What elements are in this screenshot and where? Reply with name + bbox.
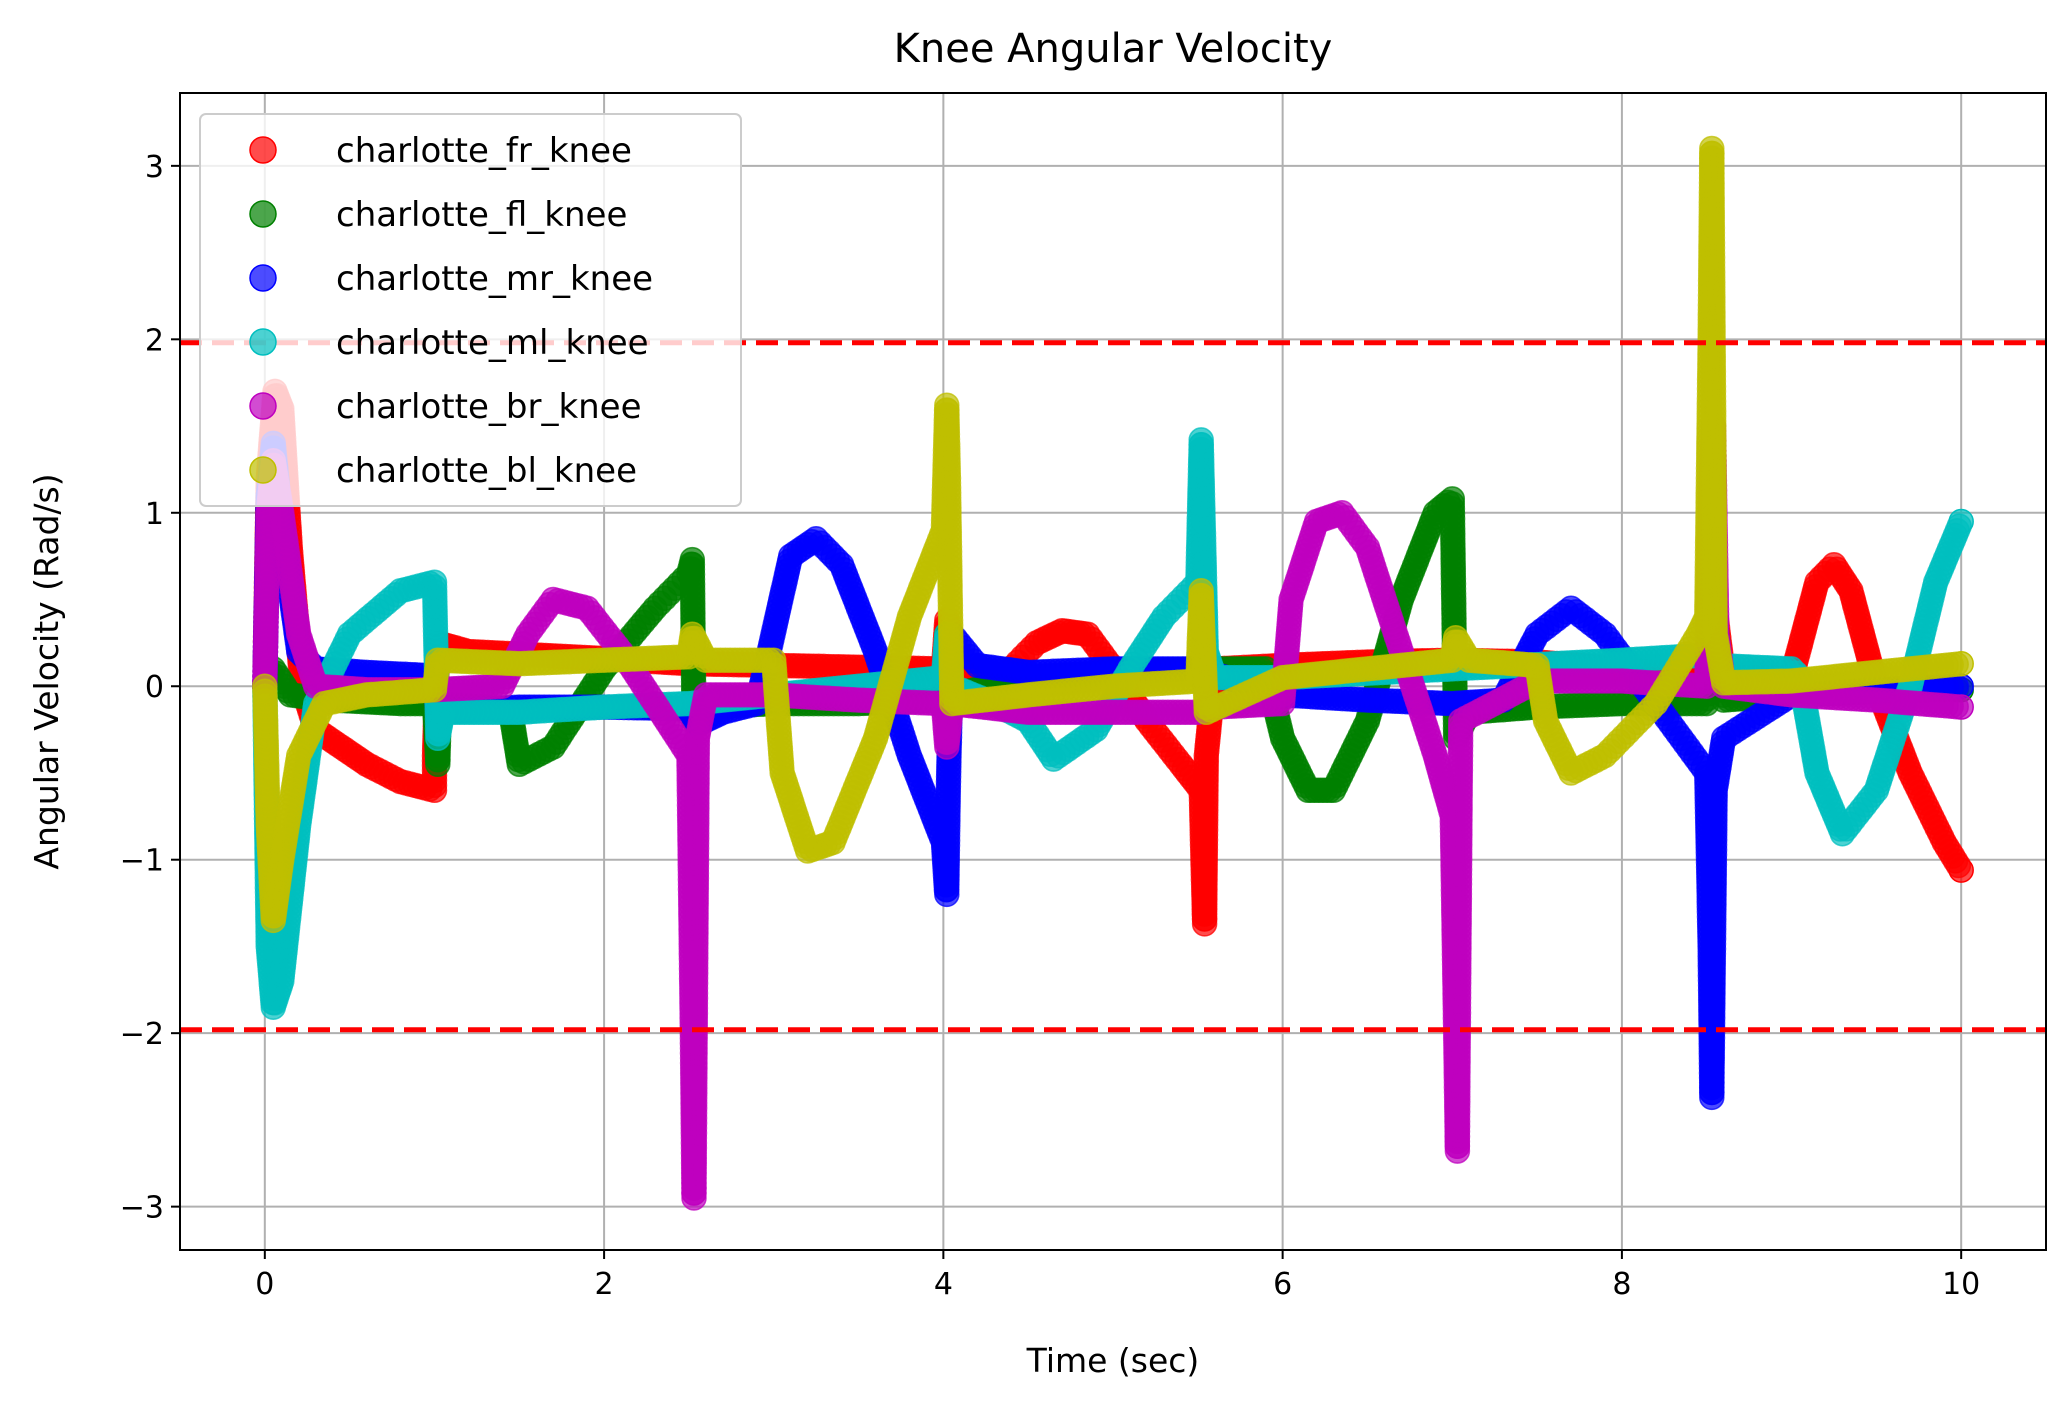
x-tick-label: 2 xyxy=(595,1267,614,1302)
y-tick-label: −3 xyxy=(120,1191,164,1226)
legend-label: charlotte_bl_knee xyxy=(336,451,637,491)
data-point xyxy=(1948,857,1974,883)
plot-area xyxy=(252,135,1974,1211)
y-axis-label: Angular Velocity (Rad/s) xyxy=(27,473,66,869)
series-charlotte_bl_knee xyxy=(252,135,1974,934)
x-tick-label: 10 xyxy=(1942,1267,1980,1302)
x-tick-label: 6 xyxy=(1273,1267,1292,1302)
y-tick-label: −2 xyxy=(120,1017,164,1052)
legend-label: charlotte_fr_knee xyxy=(336,131,632,171)
legend-label: charlotte_fl_knee xyxy=(336,195,627,235)
legend-label: charlotte_br_knee xyxy=(336,387,642,427)
legend-marker xyxy=(249,392,277,420)
legend-box xyxy=(199,113,742,507)
legend-marker xyxy=(249,200,277,228)
y-tick-label: 2 xyxy=(145,323,164,358)
legend-marker xyxy=(249,264,277,292)
legend: charlotte_fr_knee charlotte_fl_kneecharlo… xyxy=(199,113,742,507)
x-axis-label: Time (sec) xyxy=(1026,1341,1200,1380)
y-tick-label: 0 xyxy=(145,670,164,705)
axes-frame xyxy=(179,92,2047,1251)
y-tick-label: 1 xyxy=(145,497,164,532)
legend-label: charlotte_mr_knee xyxy=(336,259,653,299)
y-axis: −3 −2 −1 0 1 2 3 xyxy=(120,150,180,1226)
x-tick-label: 0 xyxy=(255,1267,274,1302)
limit-lines xyxy=(180,340,2046,1033)
data-point xyxy=(1948,694,1974,720)
y-tick-label: 3 xyxy=(145,150,164,185)
legend-marker xyxy=(249,136,277,164)
legend-marker xyxy=(249,456,277,484)
data-point xyxy=(1948,650,1974,677)
x-tick-label: 4 xyxy=(934,1267,953,1302)
chart-title: Knee Angular Velocity xyxy=(894,26,1333,72)
data-point xyxy=(1948,508,1974,535)
y-tick-label: −1 xyxy=(120,844,164,879)
legend-marker xyxy=(249,328,277,356)
x-tick-label: 8 xyxy=(1612,1267,1631,1302)
x-axis: 0 2 4 6 8 10 xyxy=(255,1250,1980,1302)
legend-label: charlotte_ml_knee xyxy=(336,323,649,363)
